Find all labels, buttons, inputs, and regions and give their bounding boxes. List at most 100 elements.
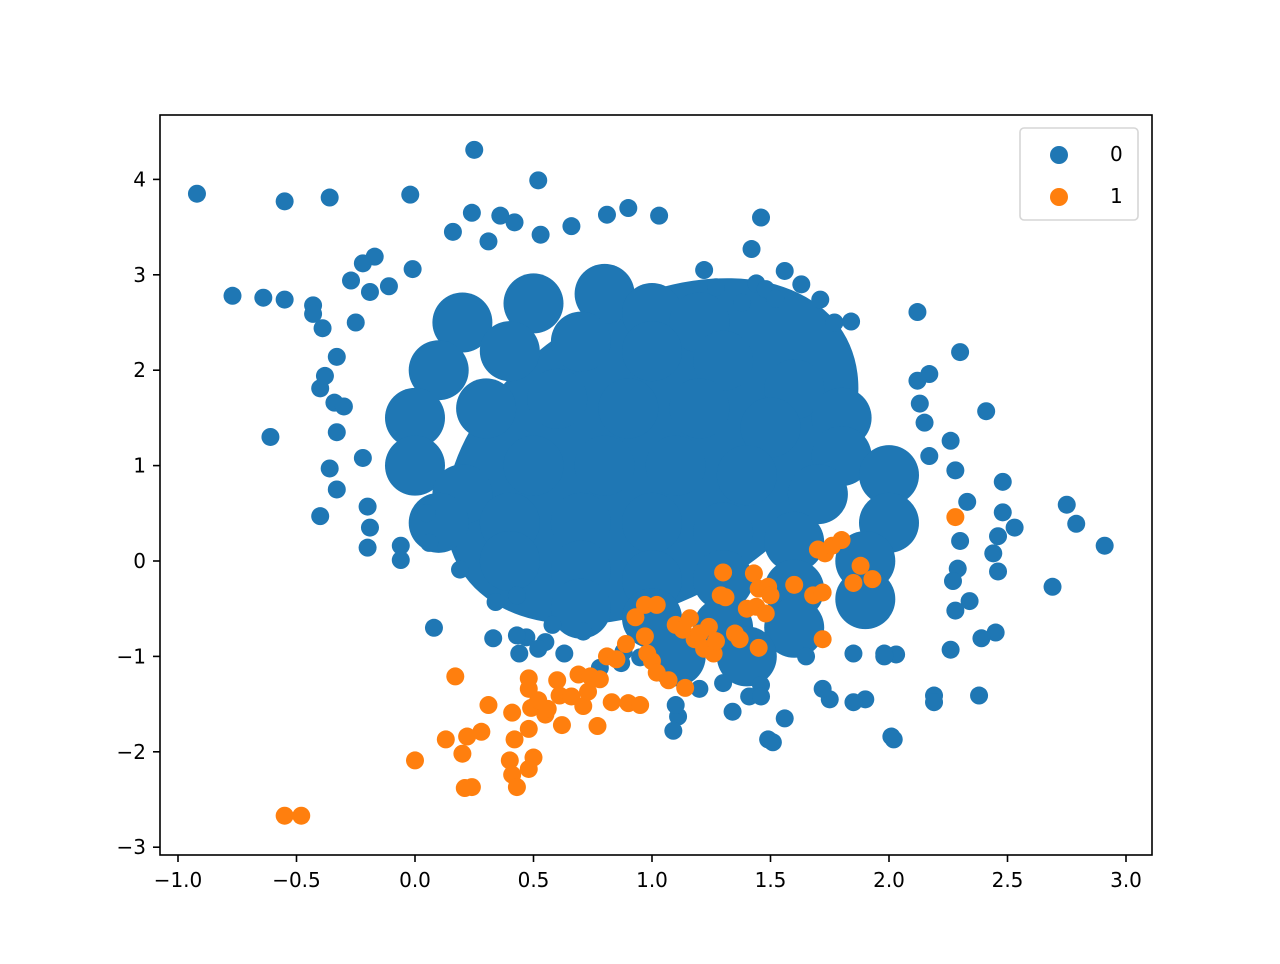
data-point-series-0: [943, 572, 962, 591]
data-point-series-0: [543, 615, 562, 634]
series-0-core-fill: [574, 263, 635, 324]
data-point-series-1: [574, 697, 593, 716]
data-point-series-1: [446, 667, 465, 686]
data-point-series-0: [813, 679, 832, 698]
data-point-series-1: [275, 806, 294, 825]
data-point-series-0: [507, 626, 526, 645]
data-point-series-1: [635, 627, 654, 646]
data-point-series-0: [187, 184, 206, 203]
legend-marker-1-icon: [1050, 188, 1068, 206]
data-point-series-1: [590, 670, 609, 689]
data-point-series-1: [749, 638, 768, 657]
series-0-core-fill: [693, 330, 754, 391]
data-point-series-0: [320, 459, 339, 478]
data-point-series-0: [989, 527, 1008, 546]
data-point-series-0: [946, 601, 965, 620]
data-point-series-1: [548, 671, 567, 690]
data-point-series-1: [524, 748, 543, 767]
data-point-series-0: [346, 313, 365, 332]
data-point-series-0: [574, 622, 593, 641]
data-point-series-0: [360, 518, 379, 537]
data-point-series-0: [941, 640, 960, 659]
data-point-series-0: [451, 560, 470, 579]
data-point-series-1: [479, 696, 498, 715]
data-point-series-0: [327, 347, 346, 366]
data-point-series-0: [941, 431, 960, 450]
data-point-series-0: [844, 644, 863, 663]
series-0-core-fill: [408, 340, 469, 401]
data-point-series-0: [993, 503, 1012, 522]
data-point-series-0: [401, 185, 420, 204]
series-0-core-fill: [622, 321, 682, 382]
data-point-series-0: [766, 289, 785, 308]
data-point-series-1: [851, 556, 870, 575]
axes-frame: [159, 114, 1153, 856]
data-point-series-1: [436, 730, 455, 749]
legend-marker-0-icon: [1050, 146, 1068, 164]
data-point-series-0: [946, 461, 965, 480]
series-0-core-fill: [740, 397, 801, 458]
data-point-series-0: [479, 232, 498, 251]
data-point-series-0: [505, 213, 524, 232]
series-0-core-fill: [527, 368, 588, 429]
data-point-series-0: [989, 562, 1008, 581]
series-0-core-fill: [716, 445, 777, 506]
data-point-series-1: [761, 586, 780, 605]
data-point-series-1: [505, 730, 524, 749]
data-point-series-0: [465, 140, 484, 159]
x-tick-label: 1.0: [636, 868, 668, 892]
y-axis: 4 3 2 1 0 −1 −2 −3: [117, 167, 160, 859]
data-point-series-0: [723, 702, 742, 721]
series-0-core-fill: [479, 531, 540, 591]
data-point-series-0: [951, 531, 970, 550]
data-point-series-0: [972, 629, 991, 648]
data-point-series-0: [844, 693, 863, 712]
data-point-series-1: [292, 806, 311, 825]
data-point-series-0: [977, 402, 996, 421]
data-point-series-1: [716, 588, 735, 607]
data-point-series-1: [519, 669, 538, 688]
data-point-series-0: [491, 206, 510, 225]
y-tick-label: 2: [133, 358, 146, 382]
series-0-core-fill: [550, 492, 611, 553]
series-0-points: [187, 140, 1114, 752]
data-point-series-0: [223, 286, 242, 305]
data-point-series-0: [531, 225, 550, 244]
data-point-series-0: [775, 709, 794, 728]
data-point-series-0: [986, 623, 1005, 642]
data-point-series-0: [910, 394, 929, 413]
data-point-series-0: [529, 171, 548, 190]
data-point-series-1: [602, 693, 621, 712]
data-point-series-1: [588, 717, 607, 736]
data-point-series-0: [304, 304, 323, 323]
data-point-series-1: [552, 716, 571, 735]
data-point-series-0: [958, 492, 977, 511]
series-0-core-fill: [503, 273, 564, 334]
series-0-core-fill: [764, 597, 825, 658]
data-point-series-0: [311, 507, 330, 526]
data-point-series-0: [360, 282, 379, 301]
series-0-core-fill: [550, 578, 611, 639]
data-point-series-0: [562, 217, 581, 236]
data-point-series-0: [275, 290, 294, 309]
series-0-core-fill: [645, 435, 706, 496]
x-tick-label: 3.0: [1110, 868, 1142, 892]
data-point-series-0: [742, 240, 761, 259]
data-point-series-1: [462, 778, 481, 797]
legend-label-1: 1: [1110, 184, 1123, 208]
data-point-series-1: [813, 583, 832, 602]
data-point-series-0: [261, 427, 280, 446]
data-point-series-0: [358, 538, 377, 557]
data-point-series-0: [275, 192, 294, 211]
data-point-series-0: [327, 480, 346, 499]
data-point-series-0: [313, 319, 332, 338]
series-0-core-fill: [385, 387, 445, 448]
series-0-core-fill: [408, 492, 469, 553]
data-point-series-0: [920, 447, 939, 466]
x-axis: −1.0 −0.5 0.0 0.5 1.0 1.5 2.0 2.5 3.0: [154, 855, 1142, 892]
series-0-core-fill: [574, 435, 635, 496]
data-point-series-0: [619, 199, 638, 218]
data-point-series-1: [607, 650, 626, 669]
data-point-series-1: [503, 703, 522, 722]
series-0-core-fill: [669, 378, 730, 439]
